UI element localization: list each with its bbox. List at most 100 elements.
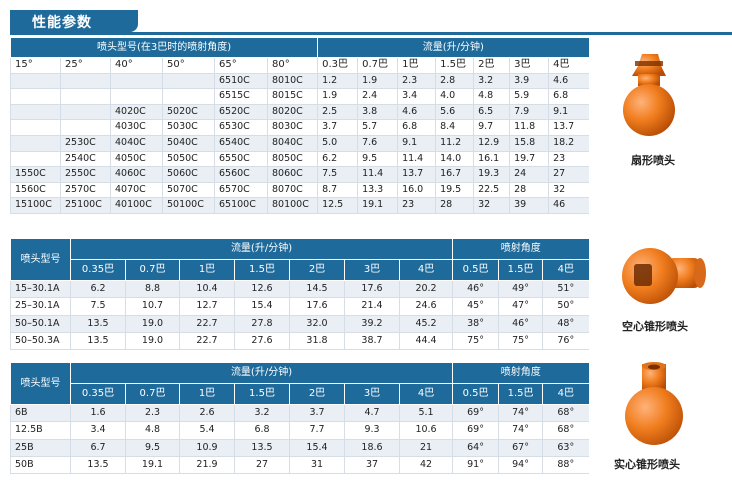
table-cell: 6.8 (234, 421, 290, 440)
table-cell: 5070C (162, 182, 215, 199)
flow-column-header: 0.35巴 (70, 383, 126, 405)
table-cell: 21.4 (344, 297, 400, 316)
table-cell: 46° (452, 280, 499, 299)
table-cell: 1.9 (317, 88, 358, 105)
table-cell: 16.7 (435, 166, 474, 183)
table-row: 25–30.1A 7.5 10.7 12.7 15.4 17.6 21.4 24.6 45° 47… (10, 297, 589, 316)
model-cell: 50B (10, 456, 71, 475)
table-cell: 75° (452, 332, 499, 351)
table-cell: 6.8 (548, 88, 589, 105)
table-cell: 4070C (110, 182, 163, 199)
table-cell: 5.1 (398, 404, 453, 423)
table-cell: 64° (452, 439, 499, 457)
angle-column-header: 1.5巴 (498, 383, 543, 405)
column-header-row: 0.35巴 0.7巴 1巴 1.5巴 2巴 3巴 4巴 0.5巴 1.5巴 4巴 (11, 383, 589, 405)
model-cell: 15–30.1A (10, 280, 71, 299)
table-cell: 45° (452, 297, 499, 316)
table-cell: 3.8 (357, 104, 398, 121)
flow-column-header: 1.5巴 (234, 383, 290, 405)
model-cell: 50–50.1A (10, 315, 71, 333)
angle-column-header: 1.5巴 (498, 259, 543, 281)
table-cell: 3.4 (397, 88, 436, 105)
table-cell: 1.6 (70, 404, 126, 423)
table-cell: 38° (452, 315, 499, 333)
table-row: 2530C 4040C 5040C 6540C 8040C 5.0 7.6 9.1 11.2 12… (10, 135, 589, 152)
table-row: 15–30.1A 6.2 8.8 10.4 12.6 14.5 17.6 20.2 46° 49°… (10, 280, 589, 299)
table-cell: 27.6 (234, 332, 290, 351)
table-cell: 2.3 (397, 73, 436, 90)
table-cell: 4.6 (397, 104, 436, 121)
table-cell: 6515C (214, 88, 268, 105)
table-cell: 24 (509, 166, 549, 183)
table-cell: 11.4 (397, 151, 436, 168)
table-cell: 8070C (266, 182, 318, 199)
table-cell: 4.7 (344, 404, 400, 423)
table-row: 4030C 5030C 6530C 8030C 3.7 5.7 6.8 8.4 9.7 11.8 1… (10, 119, 589, 136)
table-cell (10, 151, 61, 168)
table-cell: 5030C (162, 119, 215, 136)
table-cell: 2.3 (125, 404, 180, 423)
table-cell: 27.8 (234, 315, 290, 333)
table-cell: 14.5 (289, 280, 345, 299)
table-cell: 15100C (10, 197, 61, 214)
flow-column-header: 4巴 (398, 383, 453, 405)
table-cell: 4040C (110, 135, 163, 152)
table-row: 6510C 8010C 1.2 1.9 2.3 2.8 3.2 3.9 4.6 (10, 73, 589, 90)
table-cell: 18.6 (344, 439, 400, 457)
table-cell: 94° (498, 456, 543, 475)
table-cell: 19.0 (125, 315, 180, 333)
fan-nozzle-icon (623, 54, 675, 136)
model-cell: 50–50.3A (10, 332, 71, 351)
table-cell: 5060C (162, 166, 215, 183)
column-header: 1.5巴 (435, 57, 474, 74)
table-cell: 6530C (214, 119, 268, 136)
table-cell: 46 (548, 197, 589, 214)
table-cell: 2.5 (317, 104, 358, 121)
angle-column-header: 4巴 (542, 259, 589, 281)
table-cell: 4.6 (548, 73, 589, 90)
table-cell: 17.6 (289, 297, 345, 316)
model-group-header: 喷头型号(在3巴时的喷射角度) (9, 38, 318, 58)
table-cell: 22.7 (179, 332, 235, 351)
table-cell: 4.0 (435, 88, 474, 105)
table-cell: 38.7 (344, 332, 400, 351)
table-cell: 32.0 (289, 315, 345, 333)
table-cell (110, 73, 163, 90)
table-cell: 7.9 (509, 104, 549, 121)
table-cell: 3.7 (317, 119, 358, 136)
table-cell: 1.2 (317, 73, 358, 90)
table-cell: 13.5 (70, 332, 126, 351)
table-cell: 74° (498, 404, 543, 423)
table-cell: 6.2 (317, 151, 358, 168)
table-cell: 47° (498, 297, 543, 316)
table-cell: 19.5 (435, 182, 474, 199)
table-cell: 8.4 (435, 119, 474, 136)
column-header-row: 0.35巴 0.7巴 1巴 1.5巴 2巴 3巴 4巴 0.5巴 1.5巴 4巴 (11, 259, 589, 281)
table-cell: 1560C (10, 182, 61, 199)
column-header: 4巴 (548, 57, 589, 74)
table-cell: 5050C (162, 151, 215, 168)
table-cell: 8050C (266, 151, 318, 168)
table-cell: 9.1 (397, 135, 436, 152)
table-cell: 5.7 (357, 119, 398, 136)
table-cell: 4020C (110, 104, 163, 121)
model-header: 喷头型号 (10, 239, 71, 281)
table-cell: 37 (344, 456, 400, 475)
table-cell: 10.7 (125, 297, 180, 316)
table-cell: 67° (498, 439, 543, 457)
column-header: 50° (162, 57, 215, 74)
table-cell: 80100C (266, 197, 318, 214)
table-cell: 8010C (266, 73, 318, 90)
column-header: 0.3巴 (317, 57, 358, 74)
hollow-cone-nozzle-caption: 空心锥形喷头 (622, 320, 688, 333)
table-cell: 6570C (214, 182, 268, 199)
table-cell (60, 88, 111, 105)
table-cell: 2.6 (179, 404, 235, 423)
table-cell: 19.1 (125, 456, 180, 475)
table-cell: 28 (509, 182, 549, 199)
flow-column-header: 4巴 (398, 259, 453, 281)
table-row: 2540C 4050C 5050C 6550C 8050C 6.2 9.5 11.4 14.0 1… (10, 151, 589, 168)
table-cell: 27 (234, 456, 290, 475)
angle-column-header: 0.5巴 (452, 259, 499, 281)
model-cell: 12.5B (10, 421, 71, 440)
